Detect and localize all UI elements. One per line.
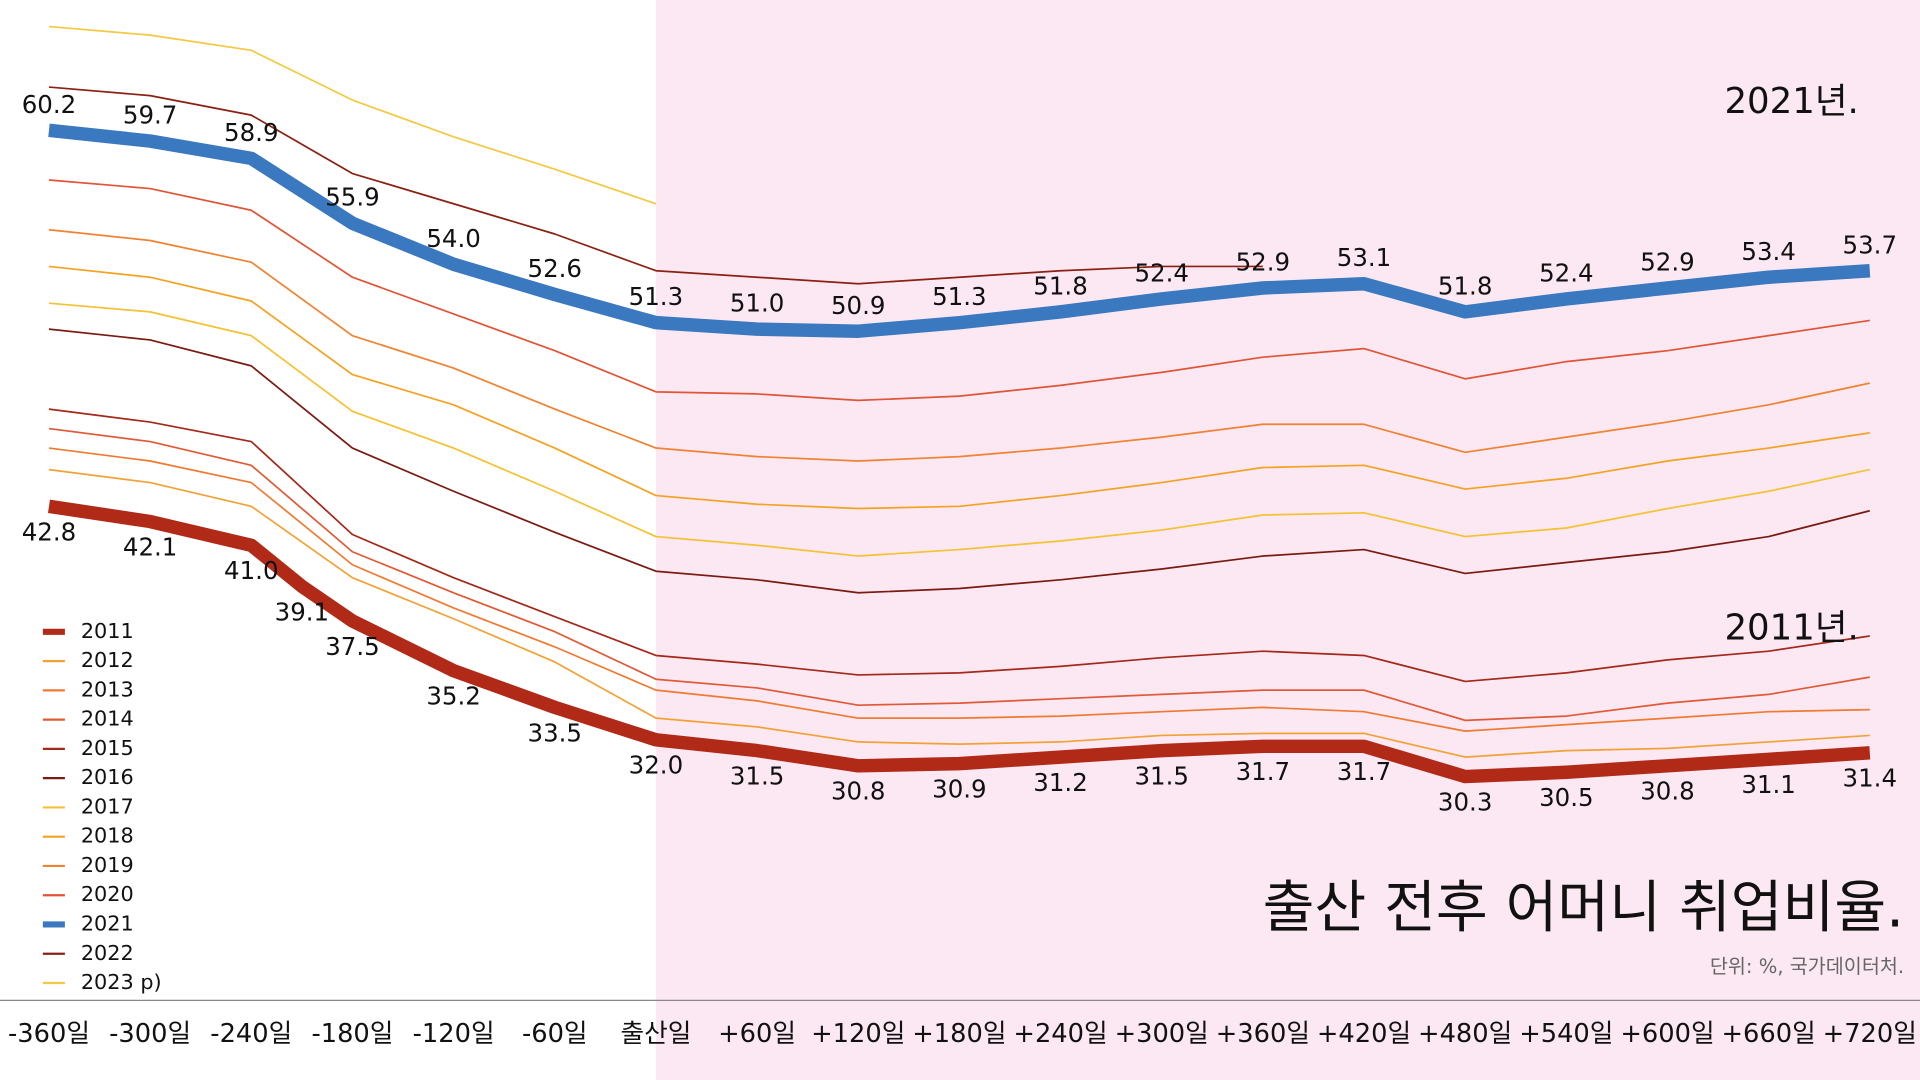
line <box>48 228 1870 462</box>
data-label: 52.9 <box>1640 248 1694 277</box>
legend-label: 2017 <box>81 794 134 818</box>
legend-label: 2012 <box>81 648 134 672</box>
data-label: 31.2 <box>1033 768 1087 797</box>
data-label: 35.2 <box>426 682 480 711</box>
data-label: 30.8 <box>1640 777 1694 806</box>
data-label: 52.6 <box>528 254 582 283</box>
highlight-line <box>48 123 1871 338</box>
data-label: 31.5 <box>730 762 784 791</box>
data-label: 41.0 <box>224 556 278 585</box>
line <box>48 302 1870 557</box>
legend-label: 2020 <box>81 882 134 906</box>
x-tick-label: -360일 <box>8 1019 90 1049</box>
line <box>48 25 657 205</box>
data-label: 31.7 <box>1337 757 1391 786</box>
thin-lines <box>48 25 1871 758</box>
legend-label: 2021 <box>81 911 134 935</box>
x-tick-label: +60일 <box>718 1019 796 1049</box>
data-label: 51.8 <box>1438 271 1492 300</box>
legend-label: 2014 <box>81 707 134 731</box>
data-label: 30.3 <box>1438 787 1492 816</box>
legend-label: 2015 <box>81 736 134 760</box>
data-label: 53.4 <box>1741 237 1795 266</box>
x-tick-label: -300일 <box>109 1019 191 1049</box>
data-label: 30.5 <box>1539 783 1593 812</box>
data-label: 39.1 <box>275 597 329 626</box>
data-label: 32.0 <box>629 751 683 780</box>
line <box>48 328 1871 594</box>
x-tick-label: +660일 <box>1722 1019 1816 1049</box>
data-label: 59.7 <box>123 101 177 130</box>
data-label: 31.1 <box>1741 770 1795 799</box>
data-label: 53.1 <box>1337 243 1391 272</box>
line <box>48 408 1870 683</box>
legend-label: 2011 <box>81 619 134 643</box>
annotation: 2021년. <box>1724 81 1858 122</box>
data-label: 55.9 <box>325 183 379 212</box>
data-label: 37.5 <box>325 632 379 661</box>
legend-label: 2016 <box>81 765 134 789</box>
x-tick-label: -180일 <box>311 1019 393 1049</box>
x-tick-label: +300일 <box>1115 1019 1209 1049</box>
data-label: 58.9 <box>224 118 278 147</box>
data-label: 31.7 <box>1236 757 1290 786</box>
x-tick-label: +240일 <box>1013 1019 1107 1049</box>
data-label: 53.7 <box>1843 230 1897 259</box>
data-label: 60.2 <box>22 90 76 119</box>
x-tick-label: -120일 <box>413 1019 495 1049</box>
line <box>48 427 1870 722</box>
data-label: 52.4 <box>1134 258 1188 287</box>
x-tick-label: -60일 <box>522 1019 588 1049</box>
line <box>48 265 1870 510</box>
data-label: 51.0 <box>730 289 784 318</box>
data-label: 33.5 <box>528 718 582 747</box>
legend-label: 2022 <box>81 941 134 965</box>
data-label: 30.9 <box>932 775 986 804</box>
x-tick-label: -240일 <box>210 1019 292 1049</box>
x-tick-label: 출산일 <box>620 1019 691 1049</box>
legend-label: 2019 <box>81 853 134 877</box>
line <box>48 86 1263 285</box>
x-tick-label: +120일 <box>811 1019 905 1049</box>
data-label: 52.9 <box>1236 248 1290 277</box>
data-label: 50.9 <box>831 291 885 320</box>
x-tick-label: +360일 <box>1216 1019 1310 1049</box>
data-label: 51.3 <box>932 282 986 311</box>
x-tick-label: +180일 <box>912 1019 1006 1049</box>
line <box>48 468 1870 758</box>
annotation: 2011년. <box>1724 607 1858 648</box>
data-label: 51.8 <box>1033 271 1087 300</box>
x-tick-label: +420일 <box>1317 1019 1411 1049</box>
legend-label: 2023 p) <box>81 970 162 994</box>
data-label: 30.8 <box>831 777 885 806</box>
line <box>48 179 1870 402</box>
x-tick-label: +720일 <box>1823 1019 1917 1049</box>
data-label: 42.8 <box>22 517 76 546</box>
x-tick-label: +600일 <box>1620 1019 1714 1049</box>
legend-label: 2018 <box>81 824 134 848</box>
data-label: 42.1 <box>123 532 177 561</box>
data-label: 52.4 <box>1539 258 1593 287</box>
shaded-region <box>655 0 1920 1080</box>
text-layer: 2021년. 2011년. 출산 전후 어머니 취업비율. 단위: %, 국가데… <box>8 81 1917 1049</box>
data-label: 51.3 <box>629 282 683 311</box>
legend-label: 2013 <box>81 677 134 701</box>
data-label: 31.5 <box>1134 762 1188 791</box>
x-tick-label: +480일 <box>1418 1019 1512 1049</box>
data-label: 54.0 <box>426 224 480 253</box>
line <box>48 447 1870 733</box>
chart-title: 출산 전후 어머니 취업비율. <box>1263 876 1904 941</box>
highlight-lines <box>47 123 1871 784</box>
highlight-line <box>47 499 1871 784</box>
data-label: 31.4 <box>1843 764 1897 793</box>
x-tick-label: +540일 <box>1519 1019 1613 1049</box>
chart-subtitle: 단위: %, 국가데이터처. <box>1710 955 1904 978</box>
